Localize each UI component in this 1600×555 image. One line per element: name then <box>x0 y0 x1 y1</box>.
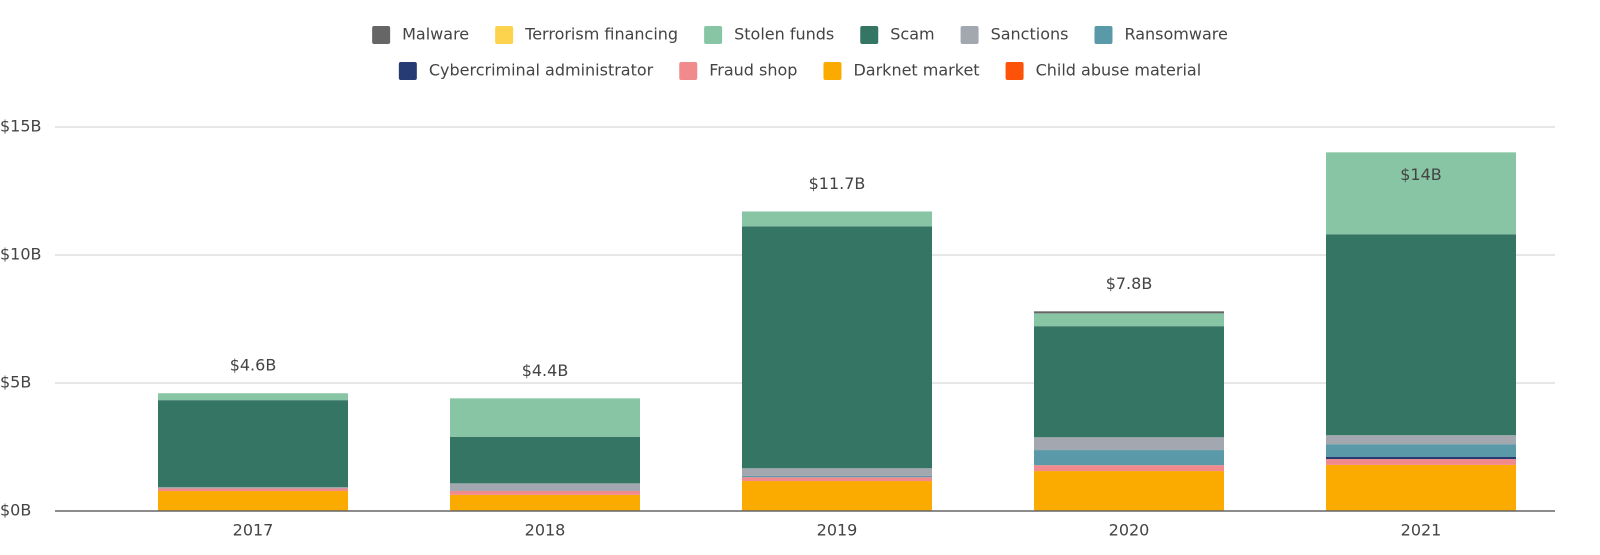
bar-segment <box>1034 465 1224 472</box>
total-label: $4.6B <box>230 356 277 375</box>
bar-segment <box>1034 471 1224 511</box>
bar-segment <box>1326 444 1516 457</box>
legend-item: Child abuse material <box>1005 61 1202 80</box>
legend-item: Ransomware <box>1094 25 1228 44</box>
bar-segment <box>1034 437 1224 451</box>
bar-segment <box>450 491 640 495</box>
bar-segment <box>450 398 640 437</box>
legend-swatch <box>495 26 514 44</box>
legend-swatch <box>1094 26 1113 44</box>
bar-segment <box>1034 313 1224 327</box>
bar-segment <box>1326 435 1516 445</box>
legend-label: Fraud shop <box>709 61 797 80</box>
legend-swatch <box>372 26 391 44</box>
bar-segment <box>450 483 640 492</box>
bar-segment <box>742 477 932 482</box>
legend-swatch <box>960 26 979 44</box>
bar-segment <box>158 400 348 488</box>
y-tick-label: $15B <box>0 117 42 136</box>
total-label: $7.8B <box>1106 274 1153 293</box>
bar-segment <box>742 226 932 469</box>
x-tick-label: 2020 <box>1109 521 1150 540</box>
legend-item: Cybercriminal administrator <box>398 61 654 80</box>
legend-item: Darknet market <box>823 61 980 80</box>
legend-label: Terrorism financing <box>524 25 678 44</box>
x-tick-label: 2021 <box>1401 521 1442 540</box>
bar-segment <box>450 436 640 484</box>
bar-segment <box>1326 459 1516 465</box>
bar-segment <box>1034 326 1224 438</box>
bar-segment <box>158 487 348 489</box>
legend-item: Stolen funds <box>704 25 834 44</box>
legend-label: Sanctions <box>991 25 1069 44</box>
legend-label: Malware <box>402 25 469 44</box>
total-label: $4.4B <box>522 361 569 380</box>
bar-segment <box>1034 311 1224 314</box>
y-tick-label: $5B <box>0 373 31 392</box>
legend-swatch <box>679 62 698 80</box>
legend-item: Scam <box>860 25 935 44</box>
bar-segment <box>1034 450 1224 466</box>
bar-segment <box>158 491 348 511</box>
legend-label: Darknet market <box>853 61 979 80</box>
legend-item: Malware <box>372 25 469 44</box>
bar-segment <box>1326 456 1516 460</box>
bar-segment <box>742 211 932 227</box>
legend-item: Terrorism financing <box>495 25 678 44</box>
legend-label: Ransomware <box>1124 25 1227 44</box>
bar-segment <box>1326 152 1516 235</box>
bar-segment <box>742 475 932 478</box>
y-tick-label: $0B <box>0 501 31 520</box>
legend-swatch <box>860 26 879 44</box>
bar-segment <box>158 393 348 401</box>
legend-label: Stolen funds <box>734 25 834 44</box>
legend-swatch <box>823 62 842 80</box>
legend-swatch <box>1005 62 1024 80</box>
legend-swatch <box>704 26 723 44</box>
bar-segment <box>1326 234 1516 436</box>
legend-label: Cybercriminal administrator <box>429 61 654 80</box>
total-label: $11.7B <box>809 174 866 193</box>
x-tick-label: 2017 <box>233 521 274 540</box>
legend-label: Scam <box>890 25 934 44</box>
legend-label: Child abuse material <box>1036 61 1202 80</box>
x-tick-label: 2019 <box>817 521 858 540</box>
x-tick-label: 2018 <box>525 521 566 540</box>
legend-swatch <box>398 62 417 80</box>
bar-segment <box>742 481 932 511</box>
bar-segment <box>450 494 640 511</box>
legend-item: Fraud shop <box>679 61 797 80</box>
bar-segment <box>742 468 932 476</box>
legend-item: Sanctions <box>960 25 1069 44</box>
bar-segment <box>1326 464 1516 511</box>
bar-segment <box>158 488 348 492</box>
y-tick-label: $10B <box>0 245 42 264</box>
total-label: $14B <box>1400 165 1442 184</box>
